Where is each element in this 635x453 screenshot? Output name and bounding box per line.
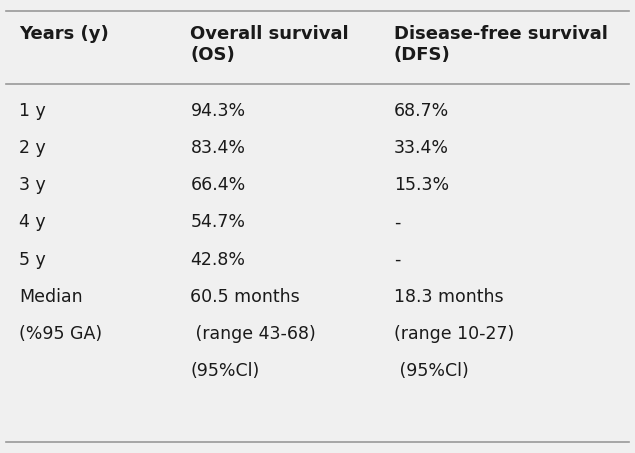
Text: (%95 GA): (%95 GA) <box>19 325 102 343</box>
Text: Years (y): Years (y) <box>19 25 109 43</box>
Text: 94.3%: 94.3% <box>190 102 246 120</box>
Text: (95%Cl): (95%Cl) <box>190 362 260 380</box>
Text: 2 y: 2 y <box>19 139 46 157</box>
Text: 83.4%: 83.4% <box>190 139 246 157</box>
Text: 68.7%: 68.7% <box>394 102 449 120</box>
Text: Overall survival
(OS): Overall survival (OS) <box>190 25 349 64</box>
Text: 18.3 months: 18.3 months <box>394 288 504 306</box>
Text: -: - <box>394 213 400 231</box>
Text: -: - <box>394 251 400 269</box>
Text: 3 y: 3 y <box>19 176 46 194</box>
Text: 66.4%: 66.4% <box>190 176 246 194</box>
Text: (95%Cl): (95%Cl) <box>394 362 469 380</box>
Text: 60.5 months: 60.5 months <box>190 288 300 306</box>
Text: Median: Median <box>19 288 83 306</box>
Text: 33.4%: 33.4% <box>394 139 449 157</box>
Text: 1 y: 1 y <box>19 102 46 120</box>
Text: (range 43-68): (range 43-68) <box>190 325 316 343</box>
Text: 42.8%: 42.8% <box>190 251 246 269</box>
Text: Disease-free survival
(DFS): Disease-free survival (DFS) <box>394 25 608 64</box>
Text: 4 y: 4 y <box>19 213 46 231</box>
Text: 5 y: 5 y <box>19 251 46 269</box>
Text: 54.7%: 54.7% <box>190 213 246 231</box>
Text: 15.3%: 15.3% <box>394 176 449 194</box>
Text: (range 10-27): (range 10-27) <box>394 325 514 343</box>
